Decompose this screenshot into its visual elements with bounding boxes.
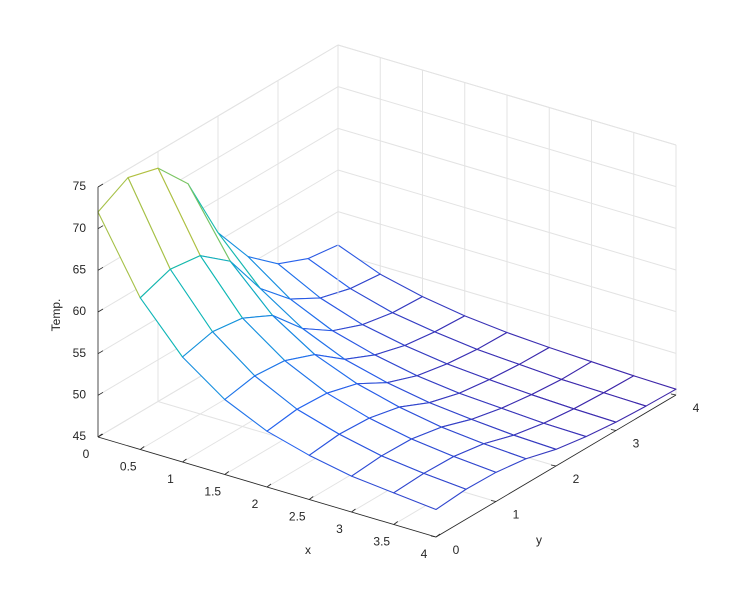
z-tick-label: 50 (73, 388, 87, 402)
y-tick-label: 4 (693, 401, 700, 415)
x-tick (97, 433, 103, 438)
box-edge (337, 44, 677, 146)
y-tick-label: 0 (453, 543, 460, 557)
y-tick-label: 2 (573, 472, 580, 486)
grid-line (337, 86, 677, 188)
x-tick-label: 2 (252, 497, 259, 511)
z-tick-label: 45 (73, 429, 87, 443)
x-tick-label: 0 (83, 447, 90, 461)
x-tick-label: 2.5 (289, 510, 306, 524)
y-tick (670, 393, 677, 396)
x-tick-label: 1 (167, 472, 174, 486)
x-tick (309, 496, 314, 500)
x-tick (435, 533, 441, 538)
x-tick (266, 483, 272, 488)
x-tick (224, 471, 229, 475)
grid-line (337, 211, 677, 313)
y-tick-label: 3 (633, 437, 640, 451)
grid-line (337, 252, 677, 354)
z-tick-label: 60 (73, 304, 87, 318)
y-axis-label: y (536, 533, 542, 547)
x-tick-label: 4 (421, 547, 428, 561)
y-tick-label: 1 (513, 508, 520, 522)
z-tick (97, 308, 104, 313)
x-tick (182, 458, 187, 463)
y-tick (610, 429, 617, 431)
z-axis-label: Temp. (49, 299, 63, 332)
y-tick (490, 500, 497, 502)
z-tick (97, 350, 104, 355)
y-tick (430, 535, 437, 538)
z-tick (97, 225, 104, 230)
x-axis-label: x (305, 543, 311, 557)
x-tick (393, 521, 398, 525)
x-tick-label: 3.5 (373, 535, 390, 549)
mesh (97, 167, 677, 511)
mesh-cell (393, 472, 467, 511)
grid-line (337, 169, 677, 271)
box-edge (97, 44, 339, 188)
x-tick-label: 1.5 (204, 485, 221, 499)
x-tick-label: 0.5 (120, 460, 137, 474)
x-tick (140, 446, 145, 450)
z-tick-label: 65 (73, 263, 87, 277)
z-tick (97, 266, 104, 271)
x-tick-label: 3 (336, 522, 343, 536)
z-tick-label: 70 (73, 221, 87, 235)
y-tick (550, 464, 557, 467)
axes: 45 50 55 60 65 70 75 0 0.5 1 1.5 2 2.5 3 3.5 4 0 1 2 3 4 (73, 45, 700, 561)
x-tick (351, 508, 356, 513)
z-tick (97, 183, 104, 188)
z-tick-label: 75 (73, 179, 87, 193)
z-tick-label: 55 (73, 346, 87, 360)
grid-line (337, 127, 677, 229)
z-tick (97, 391, 104, 396)
